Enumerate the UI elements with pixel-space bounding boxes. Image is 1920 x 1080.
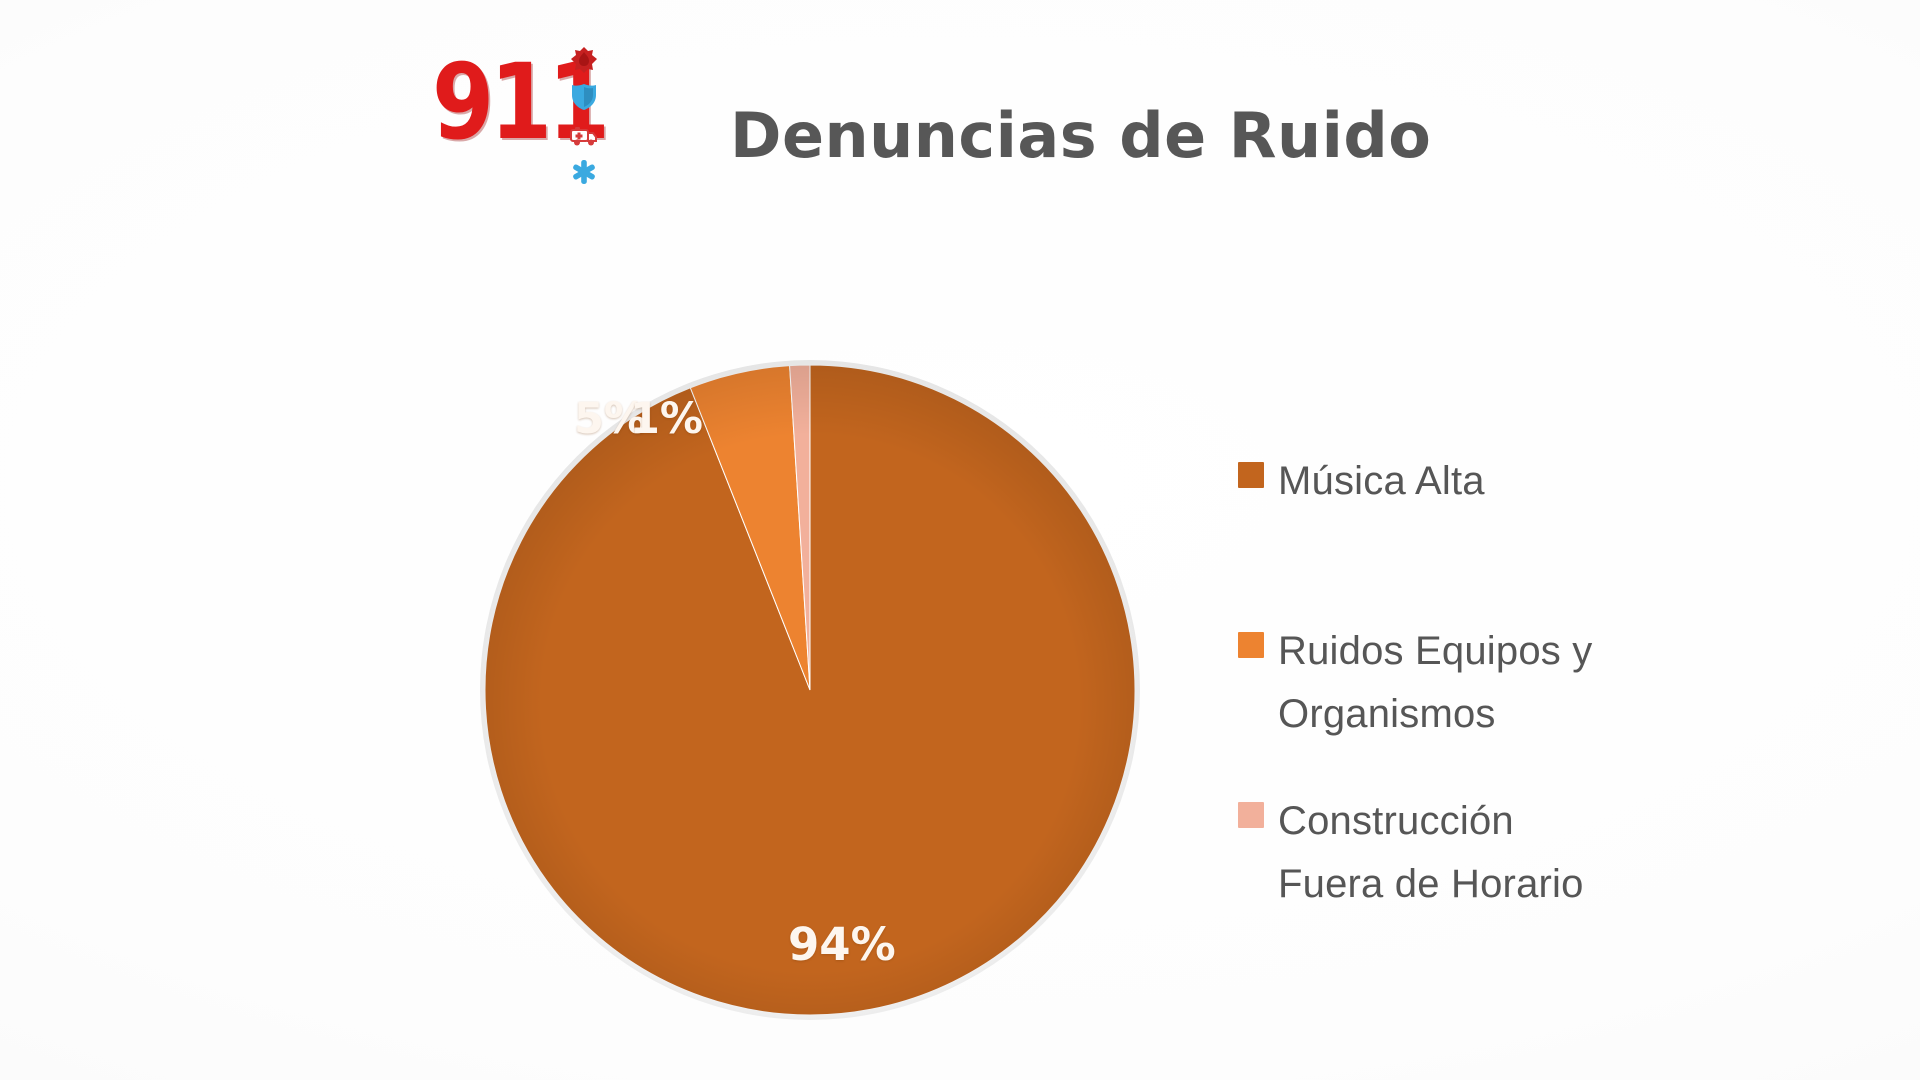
slide-header: 911 <box>0 0 1920 210</box>
logo-service-icons <box>565 46 603 186</box>
legend-item-ruidos-equipos[interactable]: Ruidos Equipos y Organismos <box>1238 620 1668 790</box>
pie-chart: 5% 1% 94% <box>470 345 1150 1025</box>
logo-911: 911 <box>432 42 610 184</box>
legend-swatch-ruidos-equipos <box>1238 632 1264 658</box>
legend-swatch-construccion <box>1238 802 1264 828</box>
legend-item-construccion[interactable]: Construcción Fuera de Horario <box>1238 790 1668 930</box>
legend-item-musica-alta[interactable]: Música Alta <box>1238 450 1668 620</box>
legend-label-musica-alta: Música Alta <box>1278 459 1485 503</box>
legend-label-line-2: Fuera de Horario <box>1278 862 1584 906</box>
police-shield-icon <box>569 83 599 111</box>
ambulance-icon <box>569 121 599 149</box>
page-title: Denuncias de Ruido <box>730 99 1432 172</box>
pie-data-label-musica-alta: 94% <box>788 918 896 971</box>
legend-swatch-musica-alta <box>1238 462 1264 488</box>
chart-legend: Música Alta Ruidos Equipos y Organismos … <box>1238 450 1668 930</box>
pie-data-label-construccion: 1% <box>630 394 704 444</box>
star-of-life-icon <box>569 158 599 186</box>
pie-data-label-ruidos-equipos: 5% <box>574 394 648 444</box>
legend-label-construccion: Construcción Fuera de Horario <box>1278 790 1584 916</box>
legend-label-line-1: Ruidos Equipos y <box>1278 629 1593 673</box>
fire-emblem-icon <box>569 46 599 74</box>
legend-label-ruidos-equipos: Ruidos Equipos y Organismos <box>1278 620 1593 746</box>
legend-label-line-1: Construcción <box>1278 799 1514 843</box>
legend-label-line-2: Organismos <box>1278 692 1496 736</box>
